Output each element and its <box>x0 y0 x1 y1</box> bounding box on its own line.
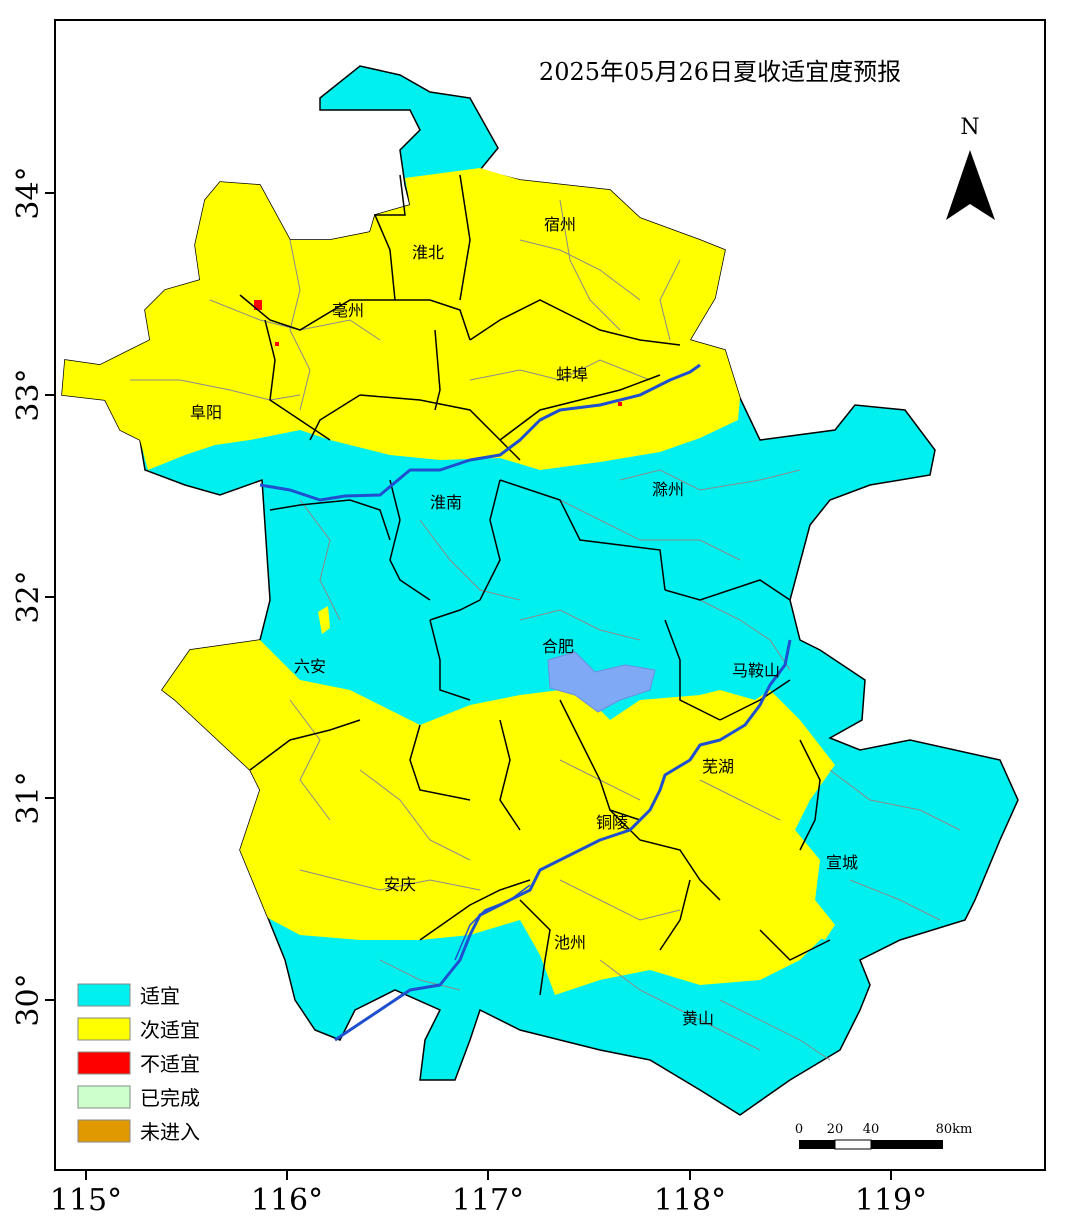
city-label-hefei: 合肥 <box>542 637 574 656</box>
city-label-wuhu: 芜湖 <box>702 757 734 776</box>
legend-label-completed: 已完成 <box>140 1086 200 1110</box>
lat-label-31: 31° <box>11 771 46 824</box>
city-label-suzhou: 宿州 <box>544 215 576 234</box>
north-label: N <box>960 115 979 140</box>
county-boundaries <box>130 199 961 1061</box>
legend-label-not-entered: 未进入 <box>140 1120 200 1144</box>
luan-sub-suitable-islet <box>318 606 330 634</box>
north-arrow: N <box>946 115 995 220</box>
lat-labels: 30° 31° 32° 33° 34° <box>11 166 46 1026</box>
lon-label-117: 117° <box>452 1183 524 1218</box>
city-label-bozhou: 亳州 <box>332 301 364 320</box>
unsuitable-spot-3 <box>618 402 622 406</box>
xuancheng-sub-suitable-patch <box>790 830 835 940</box>
legend-swatch-suitable <box>77 983 131 1007</box>
legend-swatch-not-entered <box>77 1119 131 1143</box>
scale-label-0: 0 <box>795 1122 803 1137</box>
unsuitable-spot-1 <box>254 300 262 310</box>
city-label-maanshan: 马鞍山 <box>732 661 780 680</box>
city-label-bengbu: 蚌埠 <box>556 365 588 384</box>
city-label-xuancheng: 宣城 <box>826 853 858 872</box>
city-label-huangshan: 黄山 <box>682 1009 714 1028</box>
city-label-huaibei: 淮北 <box>412 243 444 262</box>
legend-label-sub-suitable: 次适宜 <box>140 1018 200 1042</box>
city-label-chuzhou: 滁州 <box>652 480 684 499</box>
legend-label-suitable: 适宜 <box>140 984 180 1008</box>
lat-label-32: 32° <box>11 570 46 623</box>
city-label-tongling: 铜陵 <box>596 813 628 832</box>
unsuitable-spot-2 <box>275 342 279 346</box>
legend: 适宜 次适宜 不适宜 已完成 未进入 <box>77 983 200 1144</box>
legend-swatch-completed <box>77 1085 131 1109</box>
lon-label-119: 119° <box>855 1183 927 1218</box>
city-labels: 淮北 宿州 亳州 蚌埠 阜阳 淮南 滁州 六安 合肥 马鞍山 芜湖 铜陵 宣城 … <box>190 215 858 1028</box>
legend-label-unsuitable: 不适宜 <box>140 1052 200 1076</box>
city-label-chizhou: 池州 <box>554 933 586 952</box>
city-label-fuyang: 阜阳 <box>190 403 222 422</box>
scale-label-40: 40 <box>863 1122 880 1137</box>
city-boundaries <box>239 174 831 996</box>
lat-label-30: 30° <box>11 973 46 1026</box>
lon-label-115: 115° <box>50 1183 122 1218</box>
lat-label-34: 34° <box>11 166 46 219</box>
city-label-huainan: 淮南 <box>430 493 462 512</box>
map-title: 2025年05月26日夏收适宜度预报 <box>539 58 901 86</box>
rivers <box>259 363 792 1042</box>
south-sub-suitable-area <box>162 640 835 995</box>
lon-label-116: 116° <box>251 1183 323 1218</box>
lat-label-33: 33° <box>11 368 46 421</box>
legend-swatch-unsuitable <box>77 1051 131 1075</box>
city-label-anqing: 安庆 <box>384 875 416 894</box>
lon-labels: 115° 116° 117° 118° 119° <box>50 1183 927 1218</box>
scale-label-20: 20 <box>827 1122 844 1137</box>
scale-bar: 0 20 40 80km <box>795 1122 973 1150</box>
axis-ticks <box>45 192 892 1180</box>
city-label-luan: 六安 <box>294 657 326 676</box>
north-arrow-icon <box>946 150 995 220</box>
chaohu-lake <box>547 651 656 713</box>
scale-label-80km: 80km <box>936 1122 973 1137</box>
lon-label-118: 118° <box>654 1183 726 1218</box>
north-sub-suitable-area <box>62 168 740 470</box>
legend-swatch-sub-suitable <box>77 1017 131 1041</box>
